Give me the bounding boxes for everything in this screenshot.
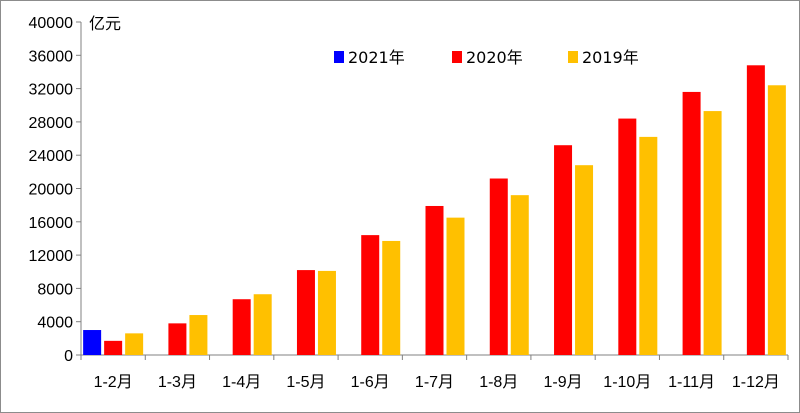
legend-label: 2021年 — [348, 48, 405, 67]
bar-2020年 — [168, 323, 187, 355]
bars — [83, 65, 786, 356]
x-tick-label: 1-7月 — [415, 374, 454, 391]
bar-2019年 — [703, 111, 722, 355]
bar-2019年 — [125, 333, 144, 355]
x-tick-label: 1-9月 — [543, 374, 582, 391]
x-tick-label: 1-12月 — [732, 374, 780, 391]
bar-2020年 — [554, 145, 573, 355]
y-tick-label: 0 — [64, 348, 73, 365]
x-tick-label: 1-8月 — [479, 374, 518, 391]
bar-2019年 — [639, 136, 658, 355]
y-tick-label: 4000 — [37, 315, 73, 332]
bar-2019年 — [189, 315, 208, 355]
y-unit-label: 亿元 — [89, 14, 121, 33]
bar-2019年 — [575, 165, 594, 355]
bar-2019年 — [253, 294, 272, 355]
x-tick-label: 1-11月 — [668, 374, 715, 391]
bar-2020年 — [682, 91, 701, 356]
bar-2019年 — [446, 217, 465, 355]
legend-label: 2019年 — [582, 48, 639, 67]
y-tick-label: 20000 — [29, 182, 74, 199]
x-tick-label: 1-6月 — [351, 374, 390, 391]
bar-2020年 — [618, 118, 637, 355]
legend-label: 2020年 — [466, 48, 523, 67]
x-tick-label: 1-5月 — [286, 374, 325, 391]
x-axis: 1-2月 1-3月 1-4月 1-5月 1-6月 1-7月 1-8月 1-9月 1-10月 1-1… — [80, 354, 789, 391]
bar-2019年 — [510, 195, 529, 355]
bar-2020年 — [104, 340, 123, 355]
y-tick-label: 36000 — [29, 48, 74, 65]
legend: 2021年 2020年 2019年 — [334, 48, 639, 67]
y-axis: 0 4000 8000 12000 16000 20000 24000 28000 32000 3… — [29, 15, 82, 365]
y-tick-label: 32000 — [29, 82, 74, 99]
bar-2020年 — [746, 65, 765, 355]
x-tick-label: 1-3月 — [158, 374, 197, 391]
bar-2019年 — [767, 85, 786, 356]
y-tick-label: 16000 — [29, 215, 74, 232]
y-tick-label: 12000 — [29, 248, 74, 265]
legend-swatch — [334, 51, 344, 63]
bar-2019年 — [317, 270, 336, 355]
bar-2019年 — [382, 240, 401, 355]
x-tick-label: 1-10月 — [603, 374, 651, 391]
x-tick-label: 1-2月 — [94, 374, 133, 391]
y-tick-label: 28000 — [29, 115, 74, 132]
legend-swatch — [568, 51, 578, 63]
y-tick-label: 40000 — [29, 15, 74, 32]
y-tick-label: 8000 — [37, 281, 73, 298]
bar-2020年 — [425, 205, 444, 355]
bar-2020年 — [361, 235, 380, 355]
legend-swatch — [452, 51, 462, 63]
y-tick-label: 24000 — [29, 148, 74, 165]
bar-2021年 — [83, 330, 102, 355]
bar-2020年 — [489, 178, 508, 355]
x-tick-label: 1-4月 — [222, 374, 261, 391]
bar-2020年 — [232, 299, 251, 355]
bar-2020年 — [296, 270, 315, 355]
